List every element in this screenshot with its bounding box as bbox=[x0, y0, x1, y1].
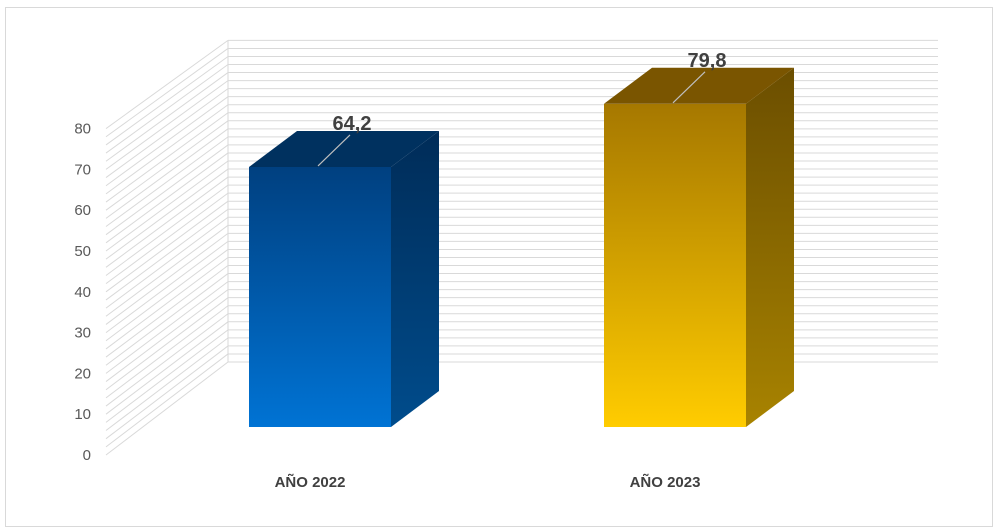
bar-chart-3d: 0 10 20 30 40 50 60 70 80 64,2 AÑO 2022 79,8 AÑO 20… bbox=[74, 39, 938, 491]
chart-area bbox=[5, 7, 993, 527]
gridline-side bbox=[105, 281, 229, 374]
y-tick-label: 10 bbox=[74, 406, 91, 423]
gridline-side bbox=[105, 112, 229, 203]
gridline-side bbox=[105, 297, 229, 391]
gridline-side bbox=[105, 240, 229, 334]
gridline-side bbox=[105, 120, 229, 211]
gridline-side bbox=[105, 184, 229, 276]
gridline-side bbox=[105, 168, 229, 260]
gridline-side bbox=[105, 257, 229, 350]
data-label: 64,2 bbox=[333, 113, 372, 135]
category-label: AÑO 2022 bbox=[275, 473, 346, 491]
gridline-side bbox=[105, 289, 229, 382]
gridline-side bbox=[105, 136, 229, 227]
gridline-side bbox=[105, 192, 229, 285]
gridline-side bbox=[105, 64, 229, 154]
gridline-side bbox=[105, 48, 229, 138]
gridline-side bbox=[105, 128, 229, 219]
y-tick-label: 20 bbox=[74, 365, 91, 382]
bars bbox=[249, 67, 794, 428]
gridline-side bbox=[105, 208, 229, 301]
bar-side-face bbox=[746, 67, 794, 427]
gridline-side bbox=[105, 232, 229, 325]
gridline-side bbox=[105, 345, 229, 440]
gridline-side bbox=[105, 80, 229, 170]
gridlines bbox=[105, 39, 938, 456]
bar-1 bbox=[249, 130, 439, 428]
bar-2 bbox=[604, 67, 794, 427]
gridline-side bbox=[105, 249, 229, 342]
gridline-side bbox=[105, 337, 229, 431]
data-label: 79,8 bbox=[688, 50, 727, 72]
gridline-side bbox=[105, 160, 229, 252]
y-tick-label: 30 bbox=[74, 325, 91, 342]
y-tick-label: 50 bbox=[74, 243, 91, 260]
bar-side-face bbox=[391, 130, 439, 428]
y-tick-label: 40 bbox=[74, 284, 91, 301]
gridline-side bbox=[105, 361, 229, 456]
gridline-side bbox=[105, 176, 229, 268]
gridline-side bbox=[105, 88, 229, 178]
gridline-side bbox=[105, 273, 229, 366]
gridline-side bbox=[105, 152, 229, 244]
bar-top-face bbox=[249, 130, 439, 167]
bar-front-face bbox=[249, 166, 391, 428]
gridline-side bbox=[105, 313, 229, 407]
y-tick-label: 80 bbox=[74, 121, 91, 138]
bar-front-face bbox=[604, 103, 746, 427]
gridline-side bbox=[105, 104, 229, 195]
gridline-side bbox=[105, 321, 229, 415]
labels: 64,2 AÑO 2022 79,8 AÑO 2023 bbox=[275, 50, 727, 491]
y-tick-label: 0 bbox=[83, 447, 91, 464]
gridline-side bbox=[105, 200, 229, 293]
gridline-side bbox=[105, 224, 229, 317]
gridline-side bbox=[105, 305, 229, 399]
gridline-side bbox=[105, 72, 229, 162]
data-label-leader bbox=[317, 134, 351, 167]
category-label: AÑO 2023 bbox=[630, 473, 701, 491]
y-tick-label: 70 bbox=[74, 161, 91, 178]
y-tick-label: 60 bbox=[74, 202, 91, 219]
y-axis-ticks: 0 10 20 30 40 50 60 70 80 bbox=[74, 121, 91, 464]
bar-top-face bbox=[604, 67, 794, 104]
data-label-leader bbox=[672, 71, 706, 104]
gridline-side bbox=[105, 329, 229, 423]
gridline-side bbox=[105, 144, 229, 236]
gridline-side bbox=[105, 39, 229, 130]
gridline-side bbox=[105, 353, 229, 448]
gridline-side bbox=[105, 56, 229, 146]
gridline-side bbox=[105, 216, 229, 309]
gridline-side bbox=[105, 265, 229, 358]
gridline-side bbox=[105, 96, 229, 187]
